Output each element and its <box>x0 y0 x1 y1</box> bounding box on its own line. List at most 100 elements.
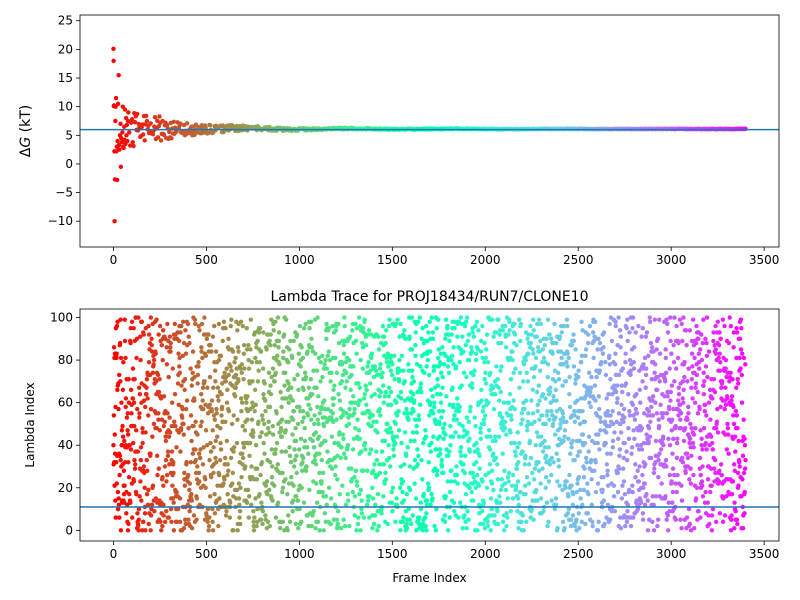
lambda-point <box>248 347 253 352</box>
lambda-point <box>389 500 395 505</box>
free-energy-y-tick-label: 20 <box>58 42 73 56</box>
lambda-point <box>429 440 434 446</box>
lambda-point <box>421 491 426 497</box>
lambda-point <box>262 451 267 456</box>
lambda-point <box>523 398 529 403</box>
lambda-point <box>160 474 165 480</box>
lambda-point <box>718 404 723 410</box>
lambda-point <box>411 379 417 384</box>
lambda-point <box>302 438 308 444</box>
free-energy-y-tick-label: 0 <box>65 157 73 171</box>
lambda-point <box>389 402 394 407</box>
lambda-point <box>228 364 233 369</box>
lambda-point <box>153 496 159 501</box>
lambda-point <box>430 496 435 501</box>
lambda-point <box>414 423 419 429</box>
lambda-point <box>464 415 470 420</box>
lambda-point <box>166 434 172 439</box>
lambda-point <box>507 328 512 333</box>
lambda-point <box>212 323 217 329</box>
lambda-point <box>435 383 441 388</box>
lambda-point <box>341 408 346 414</box>
lambda-point <box>358 528 363 533</box>
lambda-point <box>560 411 565 416</box>
lambda-point <box>568 451 573 456</box>
lambda-point <box>322 398 327 403</box>
lambda-point <box>307 487 312 493</box>
lambda-point <box>253 355 258 361</box>
lambda-point <box>199 321 205 327</box>
free-energy-point <box>124 122 130 128</box>
lambda-point <box>489 468 495 473</box>
lambda-point <box>585 340 591 346</box>
lambda-point <box>687 440 692 446</box>
lambda-point <box>447 402 452 407</box>
lambda-point <box>138 445 144 450</box>
lambda-point <box>343 385 348 390</box>
lambda-point <box>605 468 610 473</box>
lambda-point <box>729 398 734 403</box>
lambda-point <box>601 345 606 350</box>
lambda-point <box>495 477 501 482</box>
free-energy-x-tick-label: 0 <box>110 253 118 267</box>
lambda-point <box>171 500 176 505</box>
lambda-point <box>278 389 283 395</box>
lambda-point <box>543 485 548 490</box>
lambda-point <box>552 432 558 437</box>
lambda-point <box>492 513 497 518</box>
lambda-point <box>117 372 122 378</box>
lambda-point <box>291 498 296 503</box>
lambda-point <box>443 336 448 341</box>
lambda-point <box>402 328 407 333</box>
lambda-point <box>595 440 600 446</box>
lambda-point <box>286 381 291 386</box>
lambda-point <box>491 451 496 456</box>
lambda-point <box>123 396 129 401</box>
lambda-point <box>648 419 653 425</box>
free-energy-point <box>150 131 156 137</box>
lambda-point <box>132 466 138 471</box>
lambda-point <box>555 370 561 376</box>
lambda-point <box>208 342 213 348</box>
lambda-point <box>741 355 747 361</box>
lambda-point <box>435 377 440 382</box>
lambda-point <box>579 353 585 359</box>
lambda-point <box>554 408 560 414</box>
lambda-point <box>111 413 117 418</box>
lambda-point <box>318 360 323 365</box>
lambda-point <box>154 379 159 384</box>
lambda-point <box>205 519 210 525</box>
lambda-point <box>134 491 139 497</box>
lambda-point <box>377 394 382 399</box>
lambda-point <box>341 451 347 456</box>
lambda-point <box>334 517 339 522</box>
lambda-point <box>113 515 118 520</box>
lambda-point <box>280 519 286 525</box>
lambda-point <box>251 519 256 525</box>
lambda-point <box>349 466 354 471</box>
lambda-point <box>404 453 409 459</box>
lambda-point <box>429 491 434 497</box>
lambda-point <box>172 419 177 425</box>
lambda-point <box>210 528 216 533</box>
lambda-point <box>416 413 421 418</box>
lambda-point <box>586 434 592 439</box>
lambda-point <box>315 519 321 525</box>
lambda-point <box>131 400 137 405</box>
lambda-point <box>612 509 618 514</box>
lambda-point <box>126 474 132 480</box>
lambda-point <box>508 377 514 382</box>
lambda-point <box>700 340 705 346</box>
lambda-point <box>663 347 668 352</box>
lambda-point <box>535 408 540 414</box>
lambda-point <box>174 519 180 525</box>
lambda-point <box>347 523 352 529</box>
lambda-point <box>536 317 542 322</box>
lambda-point <box>524 474 530 480</box>
lambda-point <box>609 338 615 344</box>
lambda-point <box>591 355 596 361</box>
lambda-point <box>512 440 518 446</box>
lambda-point <box>271 328 276 333</box>
lambda-point <box>541 509 546 514</box>
